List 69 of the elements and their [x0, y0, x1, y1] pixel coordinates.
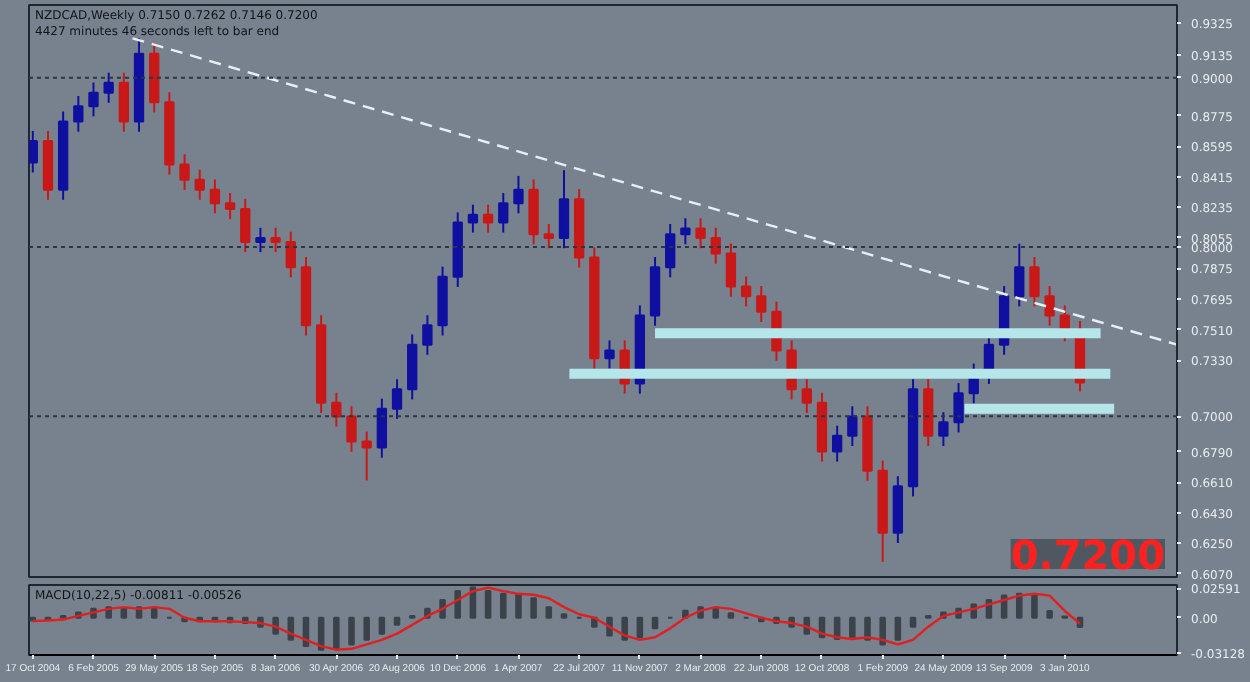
bar — [150, 607, 158, 619]
candlestick — [923, 378, 934, 448]
bar — [484, 590, 492, 619]
candlestick — [680, 217, 691, 246]
candlestick — [179, 153, 190, 191]
candlestick — [467, 203, 479, 234]
candlestick — [543, 222, 554, 250]
annotation: 0.7200 — [1010, 531, 1166, 579]
candlestick — [1044, 285, 1055, 327]
bar — [849, 616, 856, 639]
candlestick — [740, 275, 752, 308]
bar — [894, 616, 902, 641]
candlestick — [376, 397, 388, 459]
candlestick — [482, 203, 494, 234]
candlestick — [361, 430, 372, 482]
candlestick — [1014, 242, 1025, 308]
candlestick — [665, 222, 676, 279]
candlestick — [938, 411, 949, 448]
bar — [1031, 594, 1038, 619]
candlestick — [103, 71, 114, 104]
bar — [636, 616, 644, 639]
bar — [545, 606, 553, 619]
candlestick — [725, 242, 737, 298]
candlestick — [953, 382, 964, 434]
bar — [879, 616, 886, 646]
bar — [363, 616, 370, 641]
candlestick — [209, 178, 221, 215]
bar — [393, 616, 401, 626]
candlestick — [422, 314, 433, 356]
candlestick — [270, 226, 281, 254]
candlestick — [604, 339, 615, 370]
candlestick — [118, 71, 130, 133]
bar — [909, 616, 917, 628]
candlestick — [847, 405, 858, 448]
candlestick — [710, 226, 721, 265]
candlestick — [285, 230, 296, 279]
candlestick — [513, 174, 524, 215]
candlestick — [224, 192, 236, 221]
candlestick — [528, 178, 539, 246]
bar — [530, 597, 537, 619]
bar — [120, 607, 128, 619]
line-series — [31, 586, 1082, 651]
candlestick — [88, 81, 99, 118]
bar — [651, 616, 659, 630]
candlestick — [498, 192, 509, 234]
candlestick — [194, 168, 205, 201]
candlestick — [756, 285, 767, 323]
candlestick — [240, 197, 251, 254]
bar — [378, 616, 386, 635]
bar — [515, 593, 522, 619]
candlestick — [346, 405, 357, 453]
candlestick — [695, 217, 706, 250]
bar — [333, 616, 340, 650]
bar — [712, 607, 720, 619]
candlestick — [1029, 255, 1040, 308]
candlestick — [558, 169, 570, 250]
candlestick — [407, 333, 418, 401]
candlestick — [391, 378, 403, 420]
candlestick — [331, 391, 342, 428]
candlestick — [73, 95, 84, 133]
candlestick — [29, 129, 38, 174]
candlestick — [801, 378, 812, 415]
candlestick — [831, 424, 843, 463]
bar — [499, 592, 507, 619]
candlestick — [892, 475, 904, 544]
bar — [348, 616, 355, 646]
bar — [727, 612, 735, 619]
candlestick — [255, 226, 266, 254]
bar — [1046, 609, 1053, 619]
